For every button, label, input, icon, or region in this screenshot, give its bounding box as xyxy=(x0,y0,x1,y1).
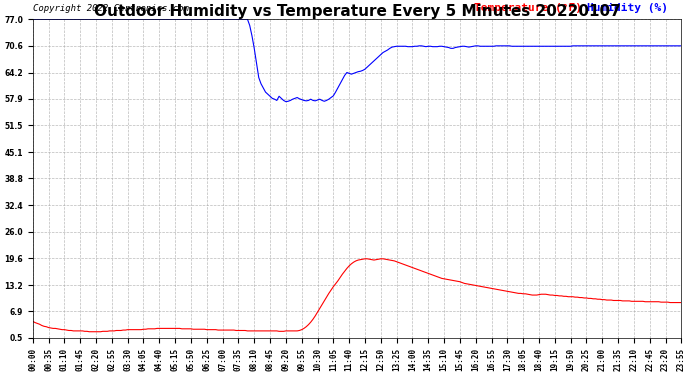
Title: Outdoor Humidity vs Temperature Every 5 Minutes 20220107: Outdoor Humidity vs Temperature Every 5 … xyxy=(94,4,620,19)
Text: Humidity (%): Humidity (%) xyxy=(587,3,669,13)
Text: Copyright 2022 Cartronics.com: Copyright 2022 Cartronics.com xyxy=(32,4,188,13)
Text: Temperature (°F): Temperature (°F) xyxy=(474,3,582,13)
